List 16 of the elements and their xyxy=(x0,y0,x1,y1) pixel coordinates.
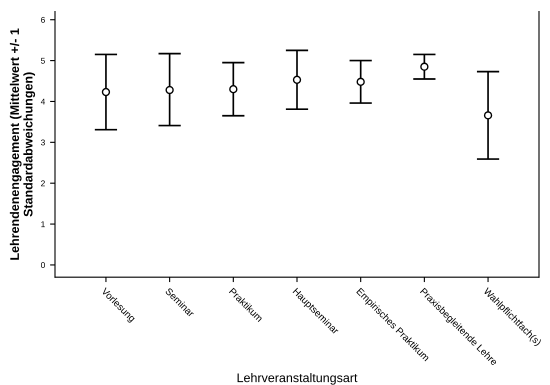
point xyxy=(292,76,302,84)
point xyxy=(165,86,174,94)
point xyxy=(420,62,429,71)
y-tick-label: 0 xyxy=(40,262,45,268)
point xyxy=(102,88,110,96)
y-tick-label: 2 xyxy=(41,180,45,186)
y-tick-label: 5 xyxy=(40,58,45,64)
point xyxy=(484,111,492,120)
y-tick-label: 1 xyxy=(41,221,45,228)
x-axis-title: Lehrveranstaltungsart xyxy=(238,373,358,385)
point xyxy=(356,78,365,86)
y-axis-title: Lehrendenengagement (Mittelwert +/- 1 Standardabweichungen) xyxy=(10,28,36,260)
y-tick-label: 4 xyxy=(40,98,46,104)
point xyxy=(229,85,238,94)
y-tick-label: 3 xyxy=(40,140,45,146)
y-tick-label: 6 xyxy=(41,16,45,23)
